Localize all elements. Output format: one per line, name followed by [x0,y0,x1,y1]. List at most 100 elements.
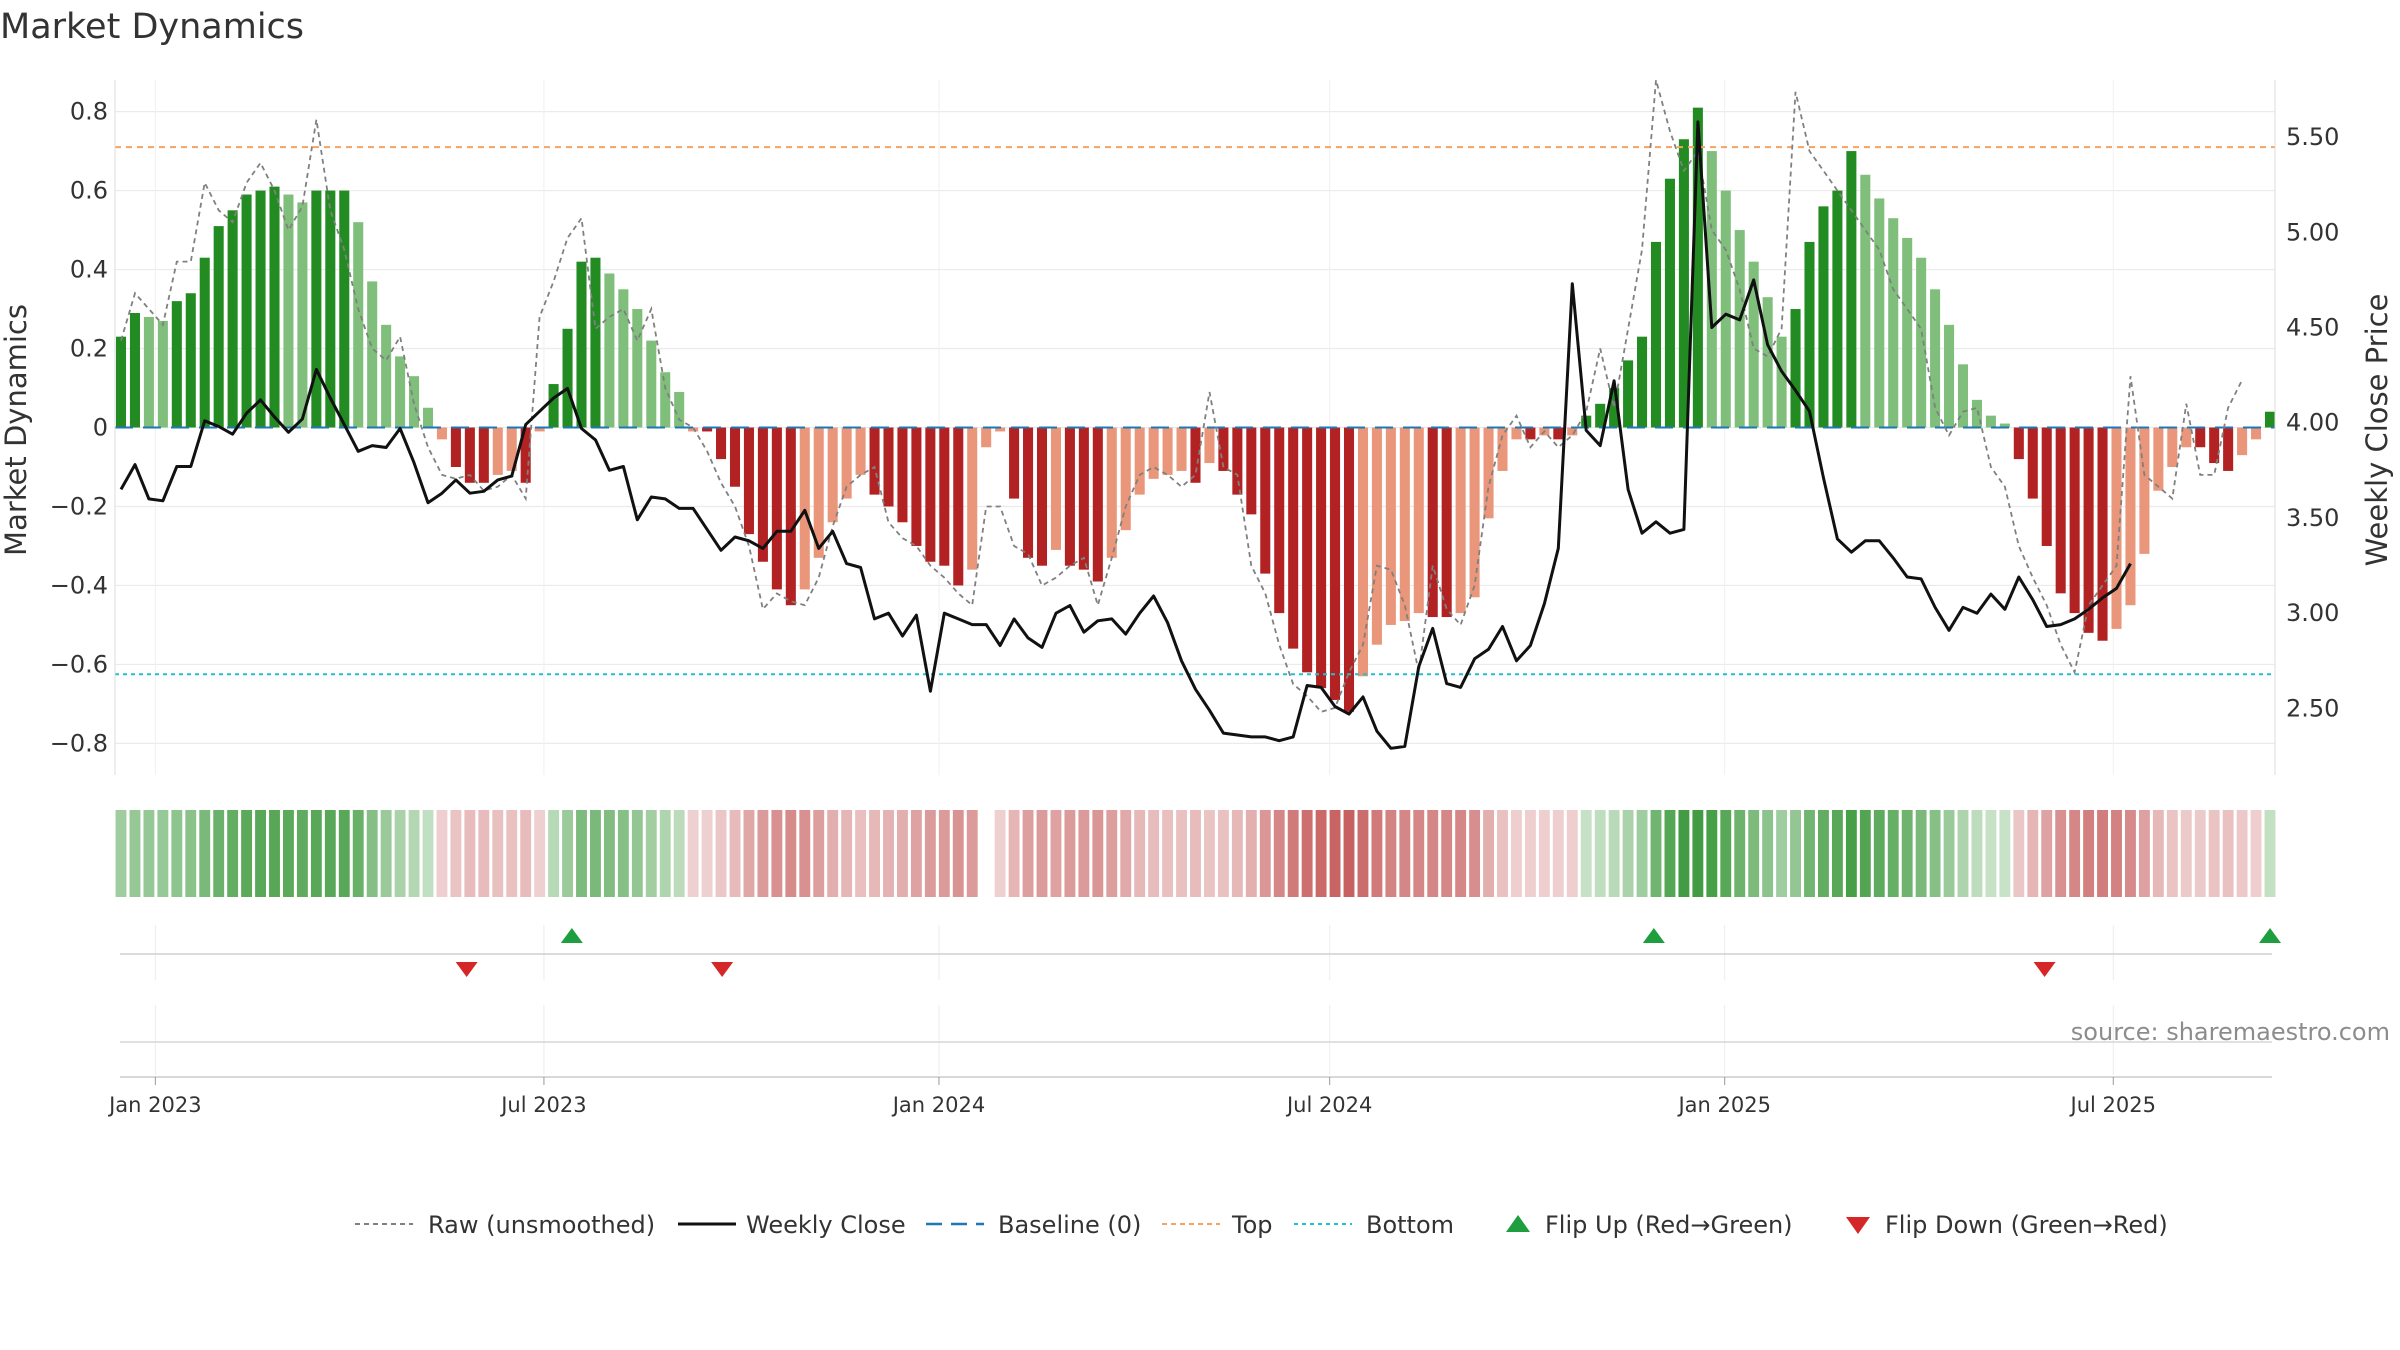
momentum-bar [1246,427,1257,515]
momentum-bar [1288,427,1299,649]
momentum-bar [2125,427,2136,606]
regime-cell [1734,810,1746,897]
regime-cell [1804,810,1815,897]
regime-cell [1259,810,1271,897]
regime-cell [283,810,294,897]
momentum-bar [1804,241,1815,428]
momentum-bar [199,257,210,428]
momentum-bar [2237,427,2248,456]
regime-cell [1636,810,1648,897]
regime-cell [1148,810,1160,897]
regime-cell [1831,810,1843,897]
momentum-bar [1009,427,1020,499]
regime-cell [2083,810,2095,897]
regime-cell [966,810,978,897]
momentum-bar [157,320,168,428]
right-tick-label: 5.50 [2286,123,2339,151]
momentum-bar [2167,427,2178,467]
momentum-bar [1106,427,1117,558]
regime-cell [296,810,308,897]
regime-cell [2041,810,2053,897]
momentum-bar [241,194,252,428]
regime-cell [129,810,141,897]
regime-cell [1845,810,1857,897]
regime-cell [2180,810,2192,897]
momentum-bar [1385,427,1396,625]
x-axis: Jan 2023 Jul 2023 Jan 2024 Jul 2024 Jan 2025… [107,1076,2272,1117]
momentum-bar [395,356,406,428]
momentum-bar [1050,427,1061,550]
flip-up-marker [2259,928,2281,943]
regime-cell [2208,810,2220,897]
regime-cell [464,810,476,897]
right-y-axis: 5.50 5.00 4.50 4.00 3.50 3.00 2.50 [2274,80,2339,775]
momentum-bar [1204,427,1215,464]
momentum-bar [2223,427,2234,471]
regime-cell [1008,810,1020,897]
flip-markers-panel [120,925,2281,980]
momentum-bar [590,257,601,428]
x-tick-label: Jul 2024 [1285,1093,1372,1117]
regime-cell [1901,810,1913,897]
left-y-axis: 0.8 0.6 0.4 0.2 0 −0.2 −0.4 −0.6 −0.8 [50,80,116,775]
regime-cell [2236,810,2248,897]
momentum-bar [646,340,657,428]
regime-cell [1120,810,1132,897]
momentum-bar [1999,423,2010,428]
momentum-bar [967,427,978,570]
regime-cell [171,810,183,897]
left-tick-label: 0.8 [70,98,108,126]
regime-cell [2111,810,2122,897]
flip-down-marker [711,962,734,977]
momentum-bar [325,190,336,428]
regime-cell [1985,810,1997,897]
regime-cell [617,810,629,897]
regime-cell [450,810,462,897]
regime-cell [869,810,880,897]
momentum-bar [1357,427,1368,677]
regime-cell [673,810,685,897]
regime-cell [1790,810,1801,897]
momentum-bar [716,427,727,460]
momentum-bar [1595,403,1606,428]
regime-cell [478,810,490,897]
momentum-bar [1511,427,1522,440]
momentum-bar [1483,427,1494,519]
right-tick-label: 3.00 [2286,599,2339,627]
regime-cell [143,810,155,897]
regime-cell [785,810,797,897]
momentum-bar [1469,427,1480,598]
momentum-bar [1930,289,1941,428]
momentum-bar [2139,427,2150,554]
left-tick-label: −0.8 [50,729,108,757]
momentum-bar [757,427,768,562]
legend-label: Baseline (0) [998,1211,1141,1239]
regime-cell [1441,810,1453,897]
momentum-bar [450,427,461,467]
regime-cell [1134,810,1146,897]
left-axis-label: Market Dynamics [0,304,33,556]
regime-cell [1315,810,1327,897]
regime-cell [1887,810,1899,897]
regime-cell [2194,810,2206,897]
regime-cell [743,810,755,897]
momentum-bar [1818,206,1829,428]
momentum-bar [1874,198,1885,428]
regime-cell [994,810,1006,897]
regime-cell [1622,810,1634,897]
raw-series-line [120,79,2243,713]
regime-cell [2138,810,2150,897]
momentum-bar [269,186,280,428]
momentum-bar [841,427,852,499]
momentum-bar [1678,139,1689,428]
regime-cell [910,810,922,897]
regime-cell [1971,810,1983,897]
momentum-bar [1232,427,1243,495]
left-tick-label: 0.2 [70,335,108,363]
regime-strip [115,810,2276,897]
regime-cell [436,810,448,897]
regime-cell [324,810,336,897]
momentum-bar [869,427,880,495]
momentum-bar [339,190,350,428]
regime-cell [506,810,518,897]
